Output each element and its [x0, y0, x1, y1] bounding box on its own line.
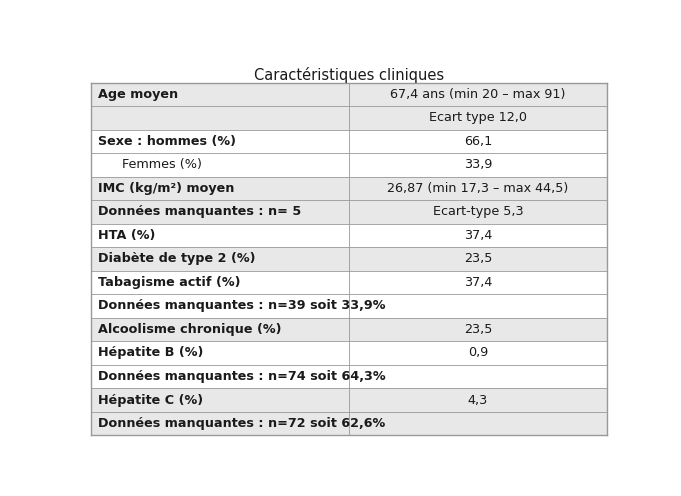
Bar — [91, 318, 607, 341]
Bar — [91, 388, 607, 435]
Text: 66,1: 66,1 — [464, 135, 492, 148]
Text: Données manquantes : n=74 soit 64,3%: Données manquantes : n=74 soit 64,3% — [97, 370, 385, 383]
Text: IMC (kg/m²) moyen: IMC (kg/m²) moyen — [97, 182, 234, 195]
Bar — [91, 247, 607, 271]
Text: Hépatite C (%): Hépatite C (%) — [97, 393, 203, 407]
Text: Alcoolisme chronique (%): Alcoolisme chronique (%) — [97, 323, 281, 336]
Bar — [91, 341, 607, 388]
Text: Données manquantes : n=72 soit 62,6%: Données manquantes : n=72 soit 62,6% — [97, 417, 385, 430]
Text: HTA (%): HTA (%) — [97, 229, 155, 242]
Bar — [91, 83, 607, 129]
Text: 0,9: 0,9 — [468, 347, 488, 360]
Text: Ecart-type 5,3: Ecart-type 5,3 — [432, 205, 523, 218]
Text: Données manquantes : n= 5: Données manquantes : n= 5 — [97, 205, 301, 218]
Bar — [91, 271, 607, 318]
Text: Tabagisme actif (%): Tabagisme actif (%) — [97, 276, 240, 289]
Text: 23,5: 23,5 — [464, 252, 492, 265]
Text: Femmes (%): Femmes (%) — [97, 158, 202, 172]
Text: Diabète de type 2 (%): Diabète de type 2 (%) — [97, 252, 255, 265]
Text: 23,5: 23,5 — [464, 323, 492, 336]
Text: Hépatite B (%): Hépatite B (%) — [97, 347, 203, 360]
Text: Sexe : hommes (%): Sexe : hommes (%) — [97, 135, 236, 148]
Text: Ecart type 12,0: Ecart type 12,0 — [429, 112, 527, 124]
Text: 26,87 (min 17,3 – max 44,5): 26,87 (min 17,3 – max 44,5) — [387, 182, 569, 195]
Text: 67,4 ans (min 20 – max 91): 67,4 ans (min 20 – max 91) — [390, 88, 565, 101]
Text: 33,9: 33,9 — [464, 158, 492, 172]
Bar — [91, 129, 607, 177]
Bar — [91, 224, 607, 247]
Text: Caractéristiques cliniques: Caractéristiques cliniques — [254, 67, 444, 83]
Bar — [91, 177, 607, 224]
Text: 4,3: 4,3 — [468, 393, 488, 407]
Text: 37,4: 37,4 — [464, 229, 492, 242]
Text: 37,4: 37,4 — [464, 276, 492, 289]
Text: Age moyen: Age moyen — [97, 88, 178, 101]
Text: Données manquantes : n=39 soit 33,9%: Données manquantes : n=39 soit 33,9% — [97, 300, 385, 312]
